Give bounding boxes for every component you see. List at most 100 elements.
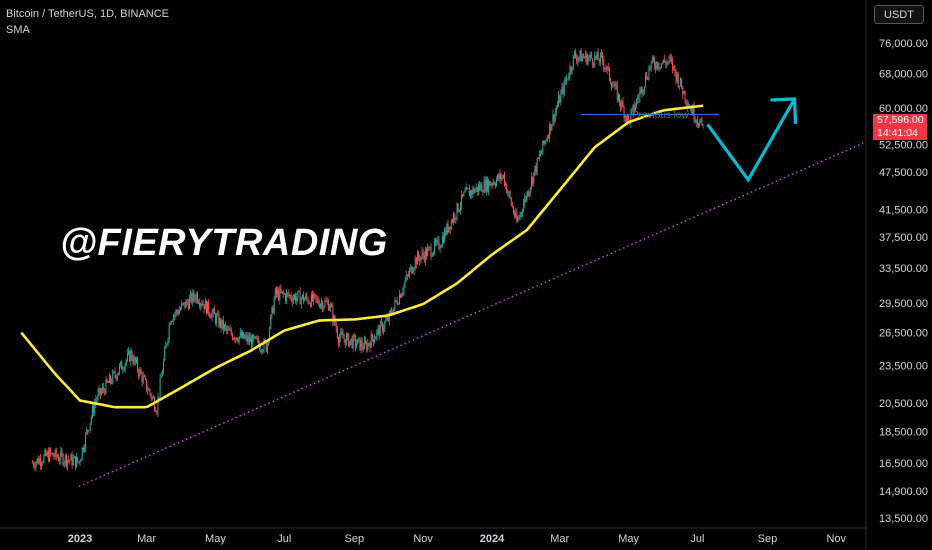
candle-body [117,372,119,376]
candle-body [257,338,259,344]
candle-body [93,406,95,413]
candle-body [456,203,458,218]
candle-body [573,52,575,56]
candle-body [625,115,627,122]
candle-body [271,307,273,316]
candle-body [208,301,210,314]
candle-body [133,357,135,364]
candle-body [125,360,127,364]
x-tick-label: Mar [550,533,569,545]
candle-body [577,58,579,62]
currency-button[interactable]: USDT [874,5,924,24]
candle-body [479,185,481,190]
candle-body [514,212,516,217]
candle-body [52,453,54,457]
candle-body [190,293,192,299]
candle-body [419,258,421,262]
candle-body [289,295,291,296]
candle-body [89,422,91,431]
candle-body [499,173,501,180]
candle-body [205,300,207,314]
candle-body [260,349,262,351]
candle-body [339,337,341,344]
candle-body [692,105,694,115]
candle-body [502,174,504,177]
candle-body [337,337,339,344]
candle-body [160,376,162,379]
candle-body [471,190,473,195]
candle-body [226,327,228,331]
candle-body [273,299,275,314]
candle-body [286,292,288,301]
candle-body [245,335,247,337]
candle-body [393,307,395,315]
candle-body [665,62,667,66]
candle-body [505,183,507,185]
watermark-text: @FIERYTRADING [60,222,388,264]
candle-body [96,398,98,400]
candle-body [194,298,196,301]
candle-body [543,140,545,144]
candle-body [41,463,43,466]
candle-body [229,329,231,331]
candle-body [442,236,444,243]
candle-body [123,369,125,371]
candle-body [509,191,511,198]
candle-body [638,97,640,99]
candle-body [365,340,367,344]
candle-body [465,187,467,191]
candle-body [401,294,403,298]
candle-body [138,370,140,376]
candle-body [500,173,502,180]
candle-body [283,294,285,295]
candle-body [35,462,37,468]
candle-body [494,184,496,186]
candle-body [238,336,240,342]
candle-body [415,257,417,265]
countdown-label: 14:41:04 [873,127,927,140]
candle-body [157,397,159,413]
candle-body [86,429,88,434]
candle-body [605,68,607,70]
candle-body [421,251,423,257]
candle-body [196,293,198,302]
candle-body [278,290,280,301]
candle-body [227,329,229,331]
candle-body [537,157,539,159]
candle-body [553,114,555,121]
candle-body [85,433,87,448]
candle-body [576,57,578,62]
candle-body [606,66,608,70]
candle-body [547,136,549,138]
candle-body [422,251,424,256]
candle-body [59,460,61,462]
candle-body [352,335,354,348]
candle-body [109,375,111,382]
candle-body [225,325,227,328]
candle-body [405,275,407,282]
indicator-label[interactable]: SMA [6,24,30,36]
candle-body [451,220,453,222]
candle-body [301,294,303,299]
candle-body [626,115,628,122]
candle-body [84,447,86,451]
candle-body [595,55,597,58]
candle-body [313,293,315,301]
candle-body [261,349,263,352]
candle-body [202,304,204,306]
candle-body [140,369,142,374]
candle-body [579,50,581,57]
candle-body [121,361,123,370]
projection-arrow [706,98,796,183]
candle-body [328,307,330,311]
candle-body [461,194,463,207]
candle-body [477,185,479,192]
candle-body [143,376,145,377]
candle-body [184,302,186,308]
candle-body [231,334,233,340]
candle-body [518,217,520,219]
candle-body [221,319,223,328]
candle-body [306,295,308,299]
candle-body [403,284,405,292]
